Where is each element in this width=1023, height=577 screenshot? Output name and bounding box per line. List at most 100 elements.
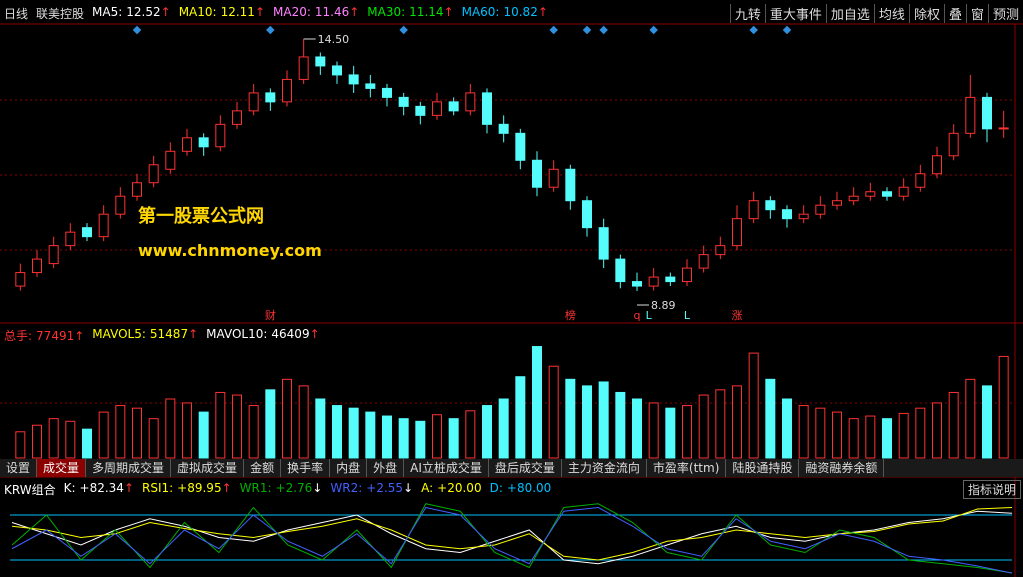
legend-item: MAVOL10: 46409↑	[206, 327, 320, 344]
toolbar-button[interactable]: 除权	[908, 4, 944, 23]
volume-bar	[665, 407, 676, 459]
volume-bar	[765, 378, 776, 459]
legend-value: 77491	[36, 329, 75, 343]
volume-bar	[515, 376, 526, 459]
candle-body	[48, 245, 59, 265]
tab[interactable]: 盘后成交量	[489, 459, 562, 477]
legend-item: K: +82.34↑	[64, 481, 134, 498]
candle-body	[582, 200, 592, 229]
event-diamond	[782, 25, 792, 35]
legend-item: A: +20.00	[421, 481, 481, 498]
legend-arrow: ↑	[188, 327, 199, 341]
candle-body	[965, 96, 976, 134]
tab[interactable]: 金额	[244, 459, 282, 477]
tab[interactable]: 市盈率(ttm)	[647, 459, 727, 477]
candle-body	[598, 227, 609, 260]
tab[interactable]: 成交量	[37, 459, 87, 477]
event-diamond	[399, 25, 408, 35]
volume-bar	[98, 411, 109, 459]
candle-body	[698, 254, 709, 269]
legend-arrow: ↑	[74, 329, 85, 343]
candle-body	[848, 195, 859, 202]
indicator-line	[11, 507, 1013, 561]
candle-body	[715, 245, 726, 256]
legend-arrow: ↑	[537, 5, 548, 19]
volume-bar	[415, 420, 426, 459]
legend-item: WR1: +2.76↓	[240, 481, 323, 498]
candle-body	[448, 101, 459, 112]
toolbar-button[interactable]: 重大事件	[764, 4, 826, 23]
candle-body	[832, 200, 842, 206]
tab[interactable]: AI立桩成交量	[404, 459, 489, 477]
legend-item: WR2: +2.55↓	[330, 481, 413, 498]
volume-bar	[215, 391, 226, 459]
high-label: 14.50	[318, 33, 350, 46]
candle-body	[782, 209, 792, 220]
volume-bar	[715, 389, 726, 459]
legend-arrow: ↑	[123, 481, 134, 495]
toolbar-button[interactable]: 预测	[987, 4, 1023, 23]
event-marker: 榜	[565, 308, 576, 322]
candle-body	[82, 227, 92, 238]
volume-bar	[732, 385, 742, 459]
volume-bar	[382, 415, 392, 459]
candle-body	[565, 168, 576, 202]
candle-body	[948, 132, 959, 157]
legend-arrow: ↑	[349, 5, 360, 19]
volume-bar	[182, 402, 192, 459]
toolbar-button[interactable]: 均线	[873, 4, 909, 23]
candle-body	[315, 56, 326, 67]
toolbar-button[interactable]: 叠	[943, 4, 966, 23]
event-marker: q	[634, 309, 641, 322]
legend-name: MA30:	[367, 5, 406, 19]
toolbar-button[interactable]: 窗	[965, 4, 988, 23]
candle-body	[165, 150, 176, 170]
toolbar-button[interactable]: 加自选	[825, 4, 874, 23]
candle-body	[415, 105, 426, 116]
help-button[interactable]: 指标说明	[962, 480, 1021, 499]
volume-bar	[782, 398, 792, 459]
legend-value: +80.00	[506, 481, 552, 495]
event-marker: L	[684, 309, 691, 322]
volume-bar	[532, 346, 542, 459]
tab[interactable]: 融资融券余额	[799, 459, 885, 477]
volume-bar	[498, 398, 509, 459]
candle-body	[932, 155, 942, 175]
legend-arrow: ↑	[443, 5, 454, 19]
legend-arrow: ↑	[221, 481, 232, 495]
volume-bar	[982, 385, 992, 459]
legend-value: +89.95	[177, 481, 222, 495]
toolbar-button[interactable]: 九转	[729, 4, 765, 23]
legend-name: MA10:	[178, 5, 217, 19]
legend-name: D:	[489, 481, 503, 495]
volume-bar	[398, 418, 409, 459]
tab[interactable]: 设置	[0, 459, 38, 477]
event-diamond	[749, 25, 758, 35]
watermark: www.chnmoney.com	[138, 241, 322, 260]
tab[interactable]: 陆股通持股	[726, 459, 800, 477]
volume-bar	[332, 405, 342, 459]
volume-bar	[198, 411, 209, 459]
volume-bar	[482, 405, 492, 459]
candle-body	[865, 191, 876, 197]
volume-bar	[832, 411, 842, 459]
legend-arrow: ↓	[312, 481, 323, 495]
stock-name: 联美控股	[36, 7, 85, 21]
volume-bar	[448, 418, 459, 459]
tab[interactable]: 虚拟成交量	[171, 459, 245, 477]
volume-bar	[932, 402, 942, 459]
tab[interactable]: 多周期成交量	[86, 459, 172, 477]
event-diamond	[549, 25, 558, 35]
tab[interactable]: 主力资金流向	[562, 459, 647, 477]
volume-bar	[115, 405, 126, 459]
tab[interactable]: 外盘	[367, 459, 405, 477]
tab[interactable]: 内盘	[330, 459, 368, 477]
watermark: 第一股票公式网	[138, 205, 264, 227]
tab[interactable]: 换手率	[281, 459, 331, 477]
legend-value: +2.55	[366, 481, 404, 495]
legend-item: MA5: 12.52↑	[92, 5, 171, 22]
legend-value: 10.82	[503, 5, 538, 19]
candle-body	[32, 258, 42, 274]
legend-item: D: +80.00	[490, 481, 552, 498]
